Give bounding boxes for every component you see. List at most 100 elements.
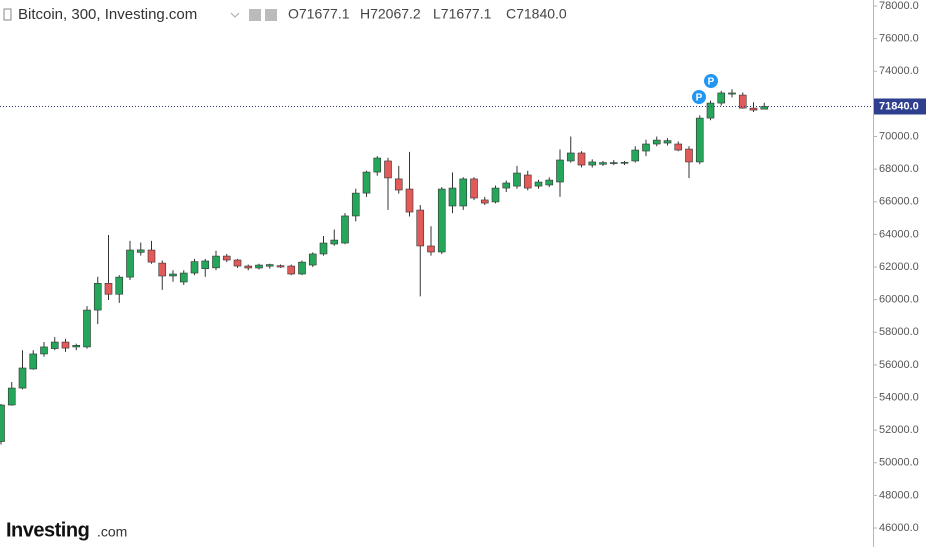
candle-body bbox=[136, 249, 145, 253]
ohlc-label: H72067.2 bbox=[360, 6, 421, 22]
candle-body bbox=[566, 152, 575, 162]
candle-body bbox=[513, 172, 521, 187]
candle-body bbox=[577, 152, 586, 166]
candle-body bbox=[470, 178, 478, 199]
y-tick-label: 50000.0 bbox=[879, 457, 919, 469]
y-tick-label: 66000.0 bbox=[879, 196, 919, 208]
marker-label: P bbox=[708, 77, 715, 88]
candle-body bbox=[179, 272, 188, 283]
marker-label: P bbox=[696, 93, 703, 104]
candle-body bbox=[319, 242, 328, 255]
candle-body bbox=[244, 265, 253, 269]
icon bbox=[265, 9, 277, 21]
candle-body bbox=[534, 181, 543, 187]
candle-body bbox=[201, 260, 210, 269]
last-price-box bbox=[874, 98, 926, 115]
candle-body bbox=[276, 265, 285, 268]
candle-body bbox=[115, 276, 124, 295]
candle-body bbox=[126, 249, 134, 278]
y-tick-label: 76000.0 bbox=[879, 33, 919, 45]
candle-body bbox=[351, 192, 360, 217]
candle-body bbox=[609, 162, 618, 164]
candle-body bbox=[265, 264, 274, 267]
candle-body bbox=[298, 261, 306, 275]
y-tick-label: 54000.0 bbox=[879, 391, 919, 403]
y-tick-label: 68000.0 bbox=[879, 163, 919, 175]
candle-body bbox=[29, 353, 38, 370]
candle-body bbox=[502, 182, 511, 189]
candle-body bbox=[685, 148, 693, 163]
y-tick-label: 56000.0 bbox=[879, 359, 919, 371]
candle-body bbox=[416, 209, 425, 247]
candle-body bbox=[169, 273, 177, 277]
candle-body bbox=[738, 94, 747, 109]
candle-body bbox=[341, 215, 349, 244]
candle-body bbox=[394, 178, 403, 191]
candle-body bbox=[652, 139, 661, 145]
y-tick-label: 58000.0 bbox=[879, 326, 919, 338]
candle-body bbox=[362, 171, 371, 194]
candle-body bbox=[599, 162, 607, 165]
candle-body bbox=[330, 239, 339, 245]
candle-body bbox=[61, 341, 70, 349]
candle-body bbox=[308, 253, 317, 266]
ohlc-label: L71677.1 bbox=[433, 6, 492, 22]
last-price-label: 71840.0 bbox=[879, 100, 919, 112]
icon bbox=[3, 8, 12, 21]
y-tick-label: 62000.0 bbox=[879, 261, 919, 273]
logo-main: Investing bbox=[6, 519, 89, 541]
candle-body bbox=[287, 265, 296, 275]
candle-body bbox=[0, 404, 5, 442]
candle-body bbox=[190, 261, 199, 274]
candle-body bbox=[728, 92, 736, 95]
candle-body bbox=[545, 179, 554, 186]
candle-body bbox=[588, 161, 597, 166]
y-tick-label: 52000.0 bbox=[879, 424, 919, 436]
candle-body bbox=[556, 159, 564, 183]
candle-body bbox=[93, 283, 102, 311]
candle-body bbox=[83, 309, 91, 348]
candle-body bbox=[373, 157, 382, 173]
y-tick-label: 48000.0 bbox=[879, 489, 919, 501]
y-tick-label: 64000.0 bbox=[879, 228, 919, 240]
y-tick-label: 70000.0 bbox=[879, 130, 919, 142]
candle-body bbox=[427, 245, 435, 253]
chart-title: Bitcoin, 300, Investing.com bbox=[18, 6, 197, 23]
y-tick-label: 46000.0 bbox=[879, 522, 919, 534]
candle-body bbox=[72, 345, 81, 348]
candle-body bbox=[480, 199, 489, 204]
candle-body bbox=[491, 187, 500, 203]
candle-body bbox=[384, 160, 392, 179]
candle-body bbox=[620, 161, 629, 164]
candle-body bbox=[706, 102, 715, 119]
marker bbox=[704, 74, 718, 88]
ohlc-label: C71840.0 bbox=[506, 6, 567, 22]
dropdown-arrow bbox=[230, 12, 240, 18]
candle-body bbox=[749, 107, 758, 111]
candle-body bbox=[147, 249, 156, 263]
candle-body bbox=[40, 346, 48, 355]
candle-body bbox=[631, 149, 640, 162]
candle-body bbox=[642, 143, 650, 152]
candle-body bbox=[760, 106, 769, 110]
candle-body bbox=[523, 174, 532, 189]
candle-body bbox=[674, 143, 683, 151]
y-tick-label: 74000.0 bbox=[879, 65, 919, 77]
y-tick-label: 78000.0 bbox=[879, 0, 919, 12]
candle-body bbox=[255, 264, 263, 269]
ohlc-label: O71677.1 bbox=[288, 6, 350, 22]
candle-body bbox=[104, 283, 113, 295]
logo-suffix: .com bbox=[97, 524, 127, 540]
candle-body bbox=[717, 92, 726, 104]
candle-body bbox=[663, 140, 672, 144]
candle-body bbox=[18, 367, 27, 389]
header-icons bbox=[3, 8, 277, 21]
marker bbox=[692, 90, 706, 104]
candle-body bbox=[695, 117, 704, 163]
candle-body bbox=[233, 259, 242, 267]
candle-body bbox=[50, 341, 59, 349]
candle-body bbox=[459, 178, 468, 207]
y-tick-label: 60000.0 bbox=[879, 294, 919, 306]
